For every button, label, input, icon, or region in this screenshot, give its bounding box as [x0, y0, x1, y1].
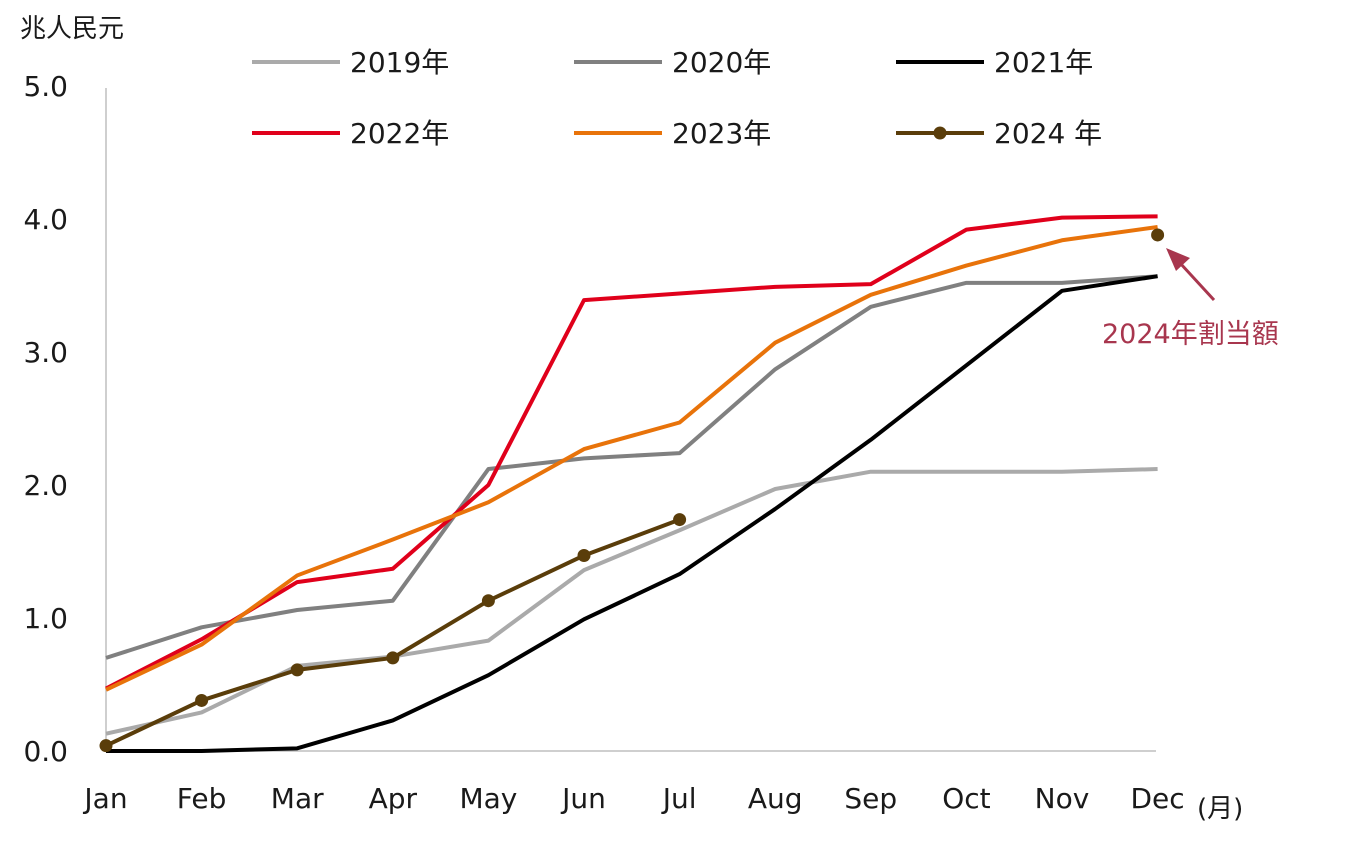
y-tick-label: 5.0	[23, 70, 68, 103]
x-tick-label: Jan	[82, 782, 127, 815]
series-point	[673, 513, 687, 527]
x-tick-label: May	[459, 782, 517, 815]
y-tick-label: 4.0	[23, 203, 68, 236]
series-line-4	[105, 224, 1158, 692]
series-line-3	[105, 214, 1158, 691]
series-point	[481, 594, 495, 608]
x-tick-label: Mar	[271, 782, 324, 815]
series-point	[386, 651, 400, 665]
legend-item: 2020年	[574, 46, 771, 79]
axes	[105, 88, 1156, 752]
x-tick-label: Aug	[748, 782, 803, 815]
y-tick-label: 0.0	[23, 735, 68, 768]
x-tick-label: Apr	[369, 782, 418, 815]
legend: 2019年 2020年 2021年 2022年 2023年 2024 年	[252, 46, 1102, 150]
x-tick-label: Oct	[942, 782, 990, 815]
x-axis-unit-label: (月)	[1197, 794, 1243, 824]
y-tick-label: 3.0	[23, 336, 68, 369]
legend-label: 2023年	[672, 117, 771, 150]
annotation-arrow-shaft	[1178, 261, 1216, 302]
legend-item: 2022年	[252, 117, 449, 150]
annotation-arrow	[1166, 248, 1216, 302]
series-point	[577, 548, 591, 562]
legend-label: 2024 年	[994, 117, 1102, 150]
y-axis-ticks: 0.0 1.0 2.0 3.0 4.0 5.0	[23, 70, 68, 768]
annotation-label: 2024年割当額	[1102, 319, 1279, 350]
series-point	[195, 693, 209, 707]
series-point	[290, 663, 304, 677]
legend-label: 2021年	[994, 46, 1093, 79]
series-points	[99, 228, 1165, 753]
x-tick-label: Nov	[1035, 782, 1090, 815]
series-line-2	[106, 274, 1158, 753]
allocation-point	[1151, 228, 1165, 242]
x-tick-label: Jun	[560, 782, 606, 815]
series-line-5	[105, 517, 681, 748]
x-tick-label: Dec	[1131, 782, 1185, 815]
x-tick-label: Sep	[844, 782, 897, 815]
legend-item: 2023年	[574, 117, 771, 150]
y-tick-label: 2.0	[23, 469, 68, 502]
y-tick-label: 1.0	[23, 602, 68, 635]
legend-item: 2021年	[896, 46, 1093, 79]
series-lines	[105, 214, 1158, 753]
x-axis-ticks: Jan Feb Mar Apr May Jun Jul Aug Sep Oct Nov Dec	[82, 782, 1184, 815]
annotation-arrow-head	[1166, 248, 1190, 271]
legend-label: 2019年	[350, 46, 449, 79]
legend-label: 2020年	[672, 46, 771, 79]
x-tick-label: Jul	[661, 782, 697, 815]
legend-marker	[933, 126, 947, 140]
series-line-1	[105, 274, 1158, 660]
legend-item: 2019年	[252, 46, 449, 79]
y-axis-label: 兆人民元	[20, 14, 124, 44]
x-tick-label: Feb	[177, 782, 227, 815]
legend-label: 2022年	[350, 117, 449, 150]
series-point	[99, 739, 113, 753]
legend-item: 2024 年	[896, 117, 1102, 150]
